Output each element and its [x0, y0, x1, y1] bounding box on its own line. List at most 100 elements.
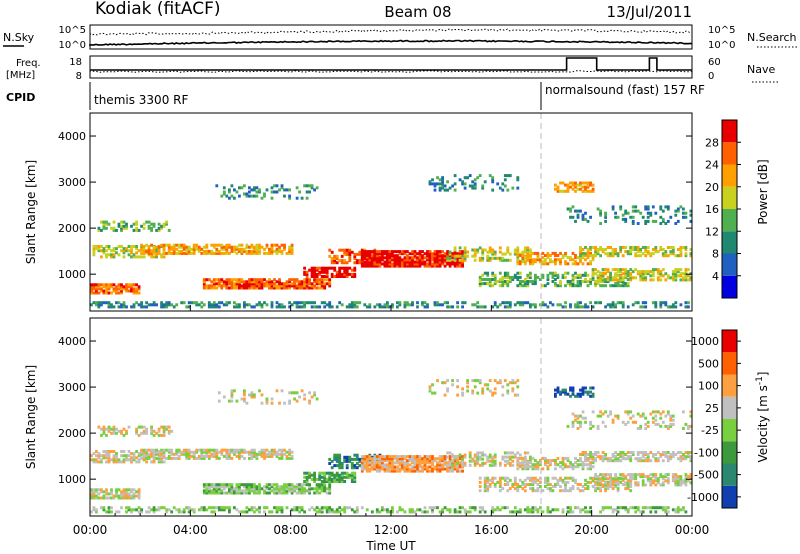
velocity-cell — [641, 475, 645, 479]
velocity-cell — [584, 483, 587, 486]
power-cell — [503, 252, 507, 256]
power-cell — [498, 186, 502, 190]
velocity-cell — [591, 394, 595, 398]
frequency-trace — [90, 57, 692, 71]
power-cell — [626, 305, 630, 309]
velocity-cell — [631, 453, 635, 456]
power-cell — [92, 247, 96, 251]
velocity-cell — [260, 454, 264, 458]
velocity-cell — [217, 485, 221, 489]
velocity-cell — [293, 506, 296, 510]
velocity-cell — [315, 485, 319, 489]
velocity-cell — [539, 480, 542, 484]
power-cell — [235, 190, 239, 194]
velocity-cell — [265, 448, 269, 452]
power-cell — [508, 174, 512, 178]
velocity-cell — [338, 480, 342, 483]
velocity-cell — [646, 453, 650, 456]
power-cell — [501, 188, 505, 192]
power-cell — [205, 249, 209, 253]
velocity-cell — [418, 469, 422, 473]
power-cell — [308, 268, 311, 272]
power-cell — [621, 301, 625, 305]
velocity-cell — [481, 451, 485, 455]
velocity-cell — [383, 455, 387, 459]
power-cell — [541, 260, 545, 264]
power-colorbar-swatch-6 — [722, 142, 737, 165]
velocity-cell — [569, 386, 572, 390]
power-cell — [253, 282, 256, 286]
power-cell — [275, 251, 279, 255]
power-cell — [253, 286, 256, 290]
power-cell — [616, 284, 620, 288]
power-cell — [225, 301, 229, 305]
power-cell — [215, 249, 219, 253]
velocity-cell — [150, 431, 153, 435]
power-cell — [212, 305, 216, 309]
power-cell — [212, 245, 216, 249]
velocity-cell — [641, 414, 645, 418]
velocity-cell — [478, 485, 482, 488]
power-cell — [624, 268, 628, 272]
velocity-cell — [436, 379, 439, 383]
velocity-cell — [664, 424, 668, 428]
power-cell — [293, 286, 296, 290]
power-ytick-label-2000: 2000 — [58, 222, 86, 235]
power-cell — [313, 270, 316, 274]
velocity-cell — [378, 459, 382, 463]
velocity-cell — [217, 483, 221, 487]
power-cell — [396, 256, 399, 260]
velocity-cell — [448, 465, 452, 469]
power-cell — [105, 255, 108, 259]
power-cell — [135, 289, 138, 293]
velocity-cell — [305, 475, 309, 479]
velocity-cell — [498, 483, 502, 486]
velocity-cell — [609, 457, 612, 461]
power-cell — [353, 266, 357, 270]
power-cell — [280, 303, 284, 307]
velocity-cell — [549, 461, 552, 465]
velocity-cell — [102, 494, 106, 498]
velocity-cell — [383, 467, 387, 471]
power-cell — [233, 286, 236, 290]
power-cell — [370, 254, 374, 258]
power-cell — [571, 251, 575, 255]
velocity-cell — [253, 489, 256, 493]
power-cell — [195, 245, 199, 249]
velocity-cell — [581, 453, 585, 456]
velocity-cell — [654, 479, 658, 483]
velocity-cell — [591, 410, 595, 414]
power-cell — [335, 261, 339, 265]
velocity-cell — [212, 489, 216, 493]
power-cell — [135, 245, 138, 248]
velocity-cell — [122, 450, 126, 453]
velocity-cell — [120, 494, 123, 498]
power-cell — [90, 303, 93, 307]
power-cell — [488, 280, 492, 283]
power-cell — [526, 301, 530, 305]
power-colorbar-swatch-7 — [722, 120, 737, 143]
velocity-cell — [682, 481, 685, 485]
velocity-cell — [649, 477, 653, 481]
power-cell — [523, 278, 527, 281]
power-cell — [325, 303, 329, 307]
velocity-cell — [676, 481, 680, 485]
velocity-cell — [295, 508, 299, 512]
velocity-cell — [383, 469, 387, 473]
power-cell — [451, 254, 454, 258]
velocity-cell — [338, 457, 342, 461]
power-cell — [323, 301, 327, 305]
velocity-cell — [626, 487, 630, 491]
power-cell — [368, 262, 372, 266]
power-cell — [388, 260, 392, 264]
power-cell — [152, 249, 156, 253]
power-cell — [270, 284, 274, 288]
power-cell — [682, 278, 685, 282]
velocity-cell — [564, 456, 567, 460]
power-cell — [654, 305, 658, 309]
velocity-cell — [95, 450, 98, 453]
power-cell — [441, 262, 444, 266]
velocity-cell — [115, 431, 118, 435]
power-cell — [503, 282, 507, 286]
power-cell — [631, 205, 635, 209]
